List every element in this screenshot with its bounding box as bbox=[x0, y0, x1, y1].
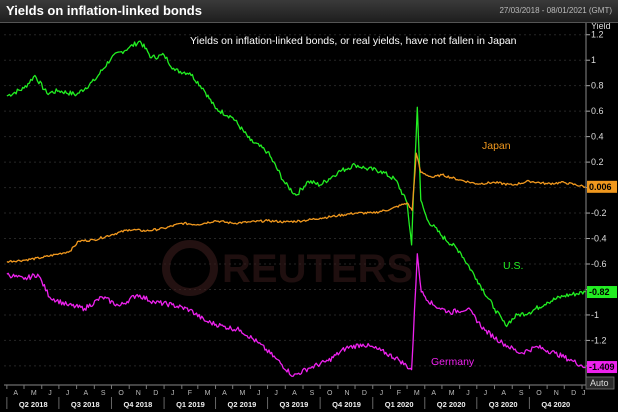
x-quarter-label: Q4 2018 bbox=[123, 400, 152, 409]
y-tick-label: 0.4 bbox=[591, 132, 604, 142]
series-label-us: U.S. bbox=[503, 260, 523, 272]
x-month-label: F bbox=[397, 390, 401, 397]
y-tick-label: -0.2 bbox=[591, 208, 607, 218]
x-quarter-label: Q2 2020 bbox=[437, 400, 466, 409]
x-quarter-label: Q4 2019 bbox=[332, 400, 361, 409]
x-month-label: J bbox=[66, 390, 70, 397]
series-line-us bbox=[6, 40, 586, 328]
y-tick-label: 1.2 bbox=[591, 30, 604, 40]
x-month-label: D bbox=[153, 390, 158, 397]
x-month-label: D bbox=[362, 390, 367, 397]
x-quarter-label: Q2 2019 bbox=[228, 400, 257, 409]
x-month-label: M bbox=[414, 390, 420, 397]
x-month-label: A bbox=[292, 390, 297, 397]
series-line-germany bbox=[6, 253, 586, 377]
x-month-label: J bbox=[484, 390, 488, 397]
watermark-logo bbox=[162, 240, 218, 296]
x-month-label: M bbox=[240, 390, 246, 397]
y-tick-label: -1.2 bbox=[591, 335, 607, 345]
last-value-tags: -0.82 0.006 -1.409 bbox=[587, 180, 617, 374]
y-tick-label: -1 bbox=[591, 310, 599, 320]
x-month-label: D bbox=[571, 390, 576, 397]
x-quarter-label: Q3 2018 bbox=[71, 400, 100, 409]
last-value-tag bbox=[587, 361, 617, 374]
plot-background bbox=[4, 22, 586, 385]
x-quarter-label: Q3 2019 bbox=[280, 400, 309, 409]
x-month-label: O bbox=[118, 390, 124, 397]
x-month-label: A bbox=[13, 390, 18, 397]
x-month-label: A bbox=[431, 390, 436, 397]
chart-subtitle: Yields on inflation-linked bonds, or rea… bbox=[190, 35, 517, 47]
series-lines bbox=[6, 40, 586, 377]
x-month-label: O bbox=[536, 390, 542, 397]
chart-title: Yields on inflation-linked bonds bbox=[6, 3, 202, 18]
y-axis-label: Yield bbox=[591, 21, 611, 31]
x-month-label: J bbox=[274, 390, 278, 397]
x-quarter-label: Q4 2020 bbox=[541, 400, 570, 409]
series-line-japan bbox=[6, 152, 586, 263]
x-month-label: O bbox=[327, 390, 333, 397]
x-month-label: F bbox=[188, 390, 192, 397]
x-month-label: J bbox=[380, 390, 384, 397]
y-tick-label: 0.2 bbox=[591, 157, 604, 167]
x-month-label: M bbox=[449, 390, 455, 397]
x-month-label: J bbox=[257, 390, 261, 397]
x-month-label: J bbox=[48, 390, 52, 397]
date-range: 27/03/2018 - 08/01/2021 (GMT) bbox=[499, 6, 612, 15]
x-month-label: S bbox=[519, 390, 524, 397]
x-month-label: N bbox=[136, 390, 141, 397]
x-quarter-label: Q1 2019 bbox=[176, 400, 205, 409]
y-tick-label: 0.8 bbox=[591, 81, 604, 91]
plot-frame bbox=[4, 22, 586, 385]
series-label-japan: Japan bbox=[482, 140, 511, 152]
auto-button-label: Auto bbox=[590, 378, 609, 388]
x-month-label: A bbox=[501, 390, 506, 397]
x-month-label: S bbox=[101, 390, 106, 397]
last-value-text: -0.82 bbox=[589, 287, 610, 297]
watermark-text: REUTERS bbox=[222, 247, 413, 291]
x-quarter-label: Q2 2018 bbox=[19, 400, 48, 409]
last-value-tag bbox=[587, 180, 617, 193]
y-tick-label: -0.6 bbox=[591, 259, 607, 269]
series-label-germany: Germany bbox=[431, 356, 475, 368]
x-month-label: N bbox=[554, 390, 559, 397]
x-month-label: M bbox=[31, 390, 37, 397]
last-value-text: 0.006 bbox=[589, 182, 612, 192]
title-bar: Yields on inflation-linked bonds 27/03/2… bbox=[0, 0, 618, 23]
y-tick-label: -0.4 bbox=[591, 234, 607, 244]
x-month-label: N bbox=[344, 390, 349, 397]
y-tick-label: 1 bbox=[591, 55, 596, 65]
x-month-label: A bbox=[222, 390, 227, 397]
y-tick-label: 0.6 bbox=[591, 106, 604, 116]
last-value-tag bbox=[587, 286, 617, 299]
x-month-label: J bbox=[582, 390, 586, 397]
grid-lines bbox=[4, 34, 586, 367]
x-month-label: J bbox=[466, 390, 470, 397]
x-month-label: J bbox=[171, 390, 175, 397]
x-quarter-label: Q1 2020 bbox=[385, 400, 414, 409]
last-value-text: -1.409 bbox=[589, 362, 615, 372]
x-month-label: M bbox=[205, 390, 211, 397]
x-month-label: S bbox=[310, 390, 315, 397]
x-month-label: A bbox=[83, 390, 88, 397]
x-quarter-label: Q3 2020 bbox=[489, 400, 518, 409]
reuters-watermark: REUTERS bbox=[162, 240, 413, 296]
auto-button[interactable] bbox=[585, 376, 615, 390]
